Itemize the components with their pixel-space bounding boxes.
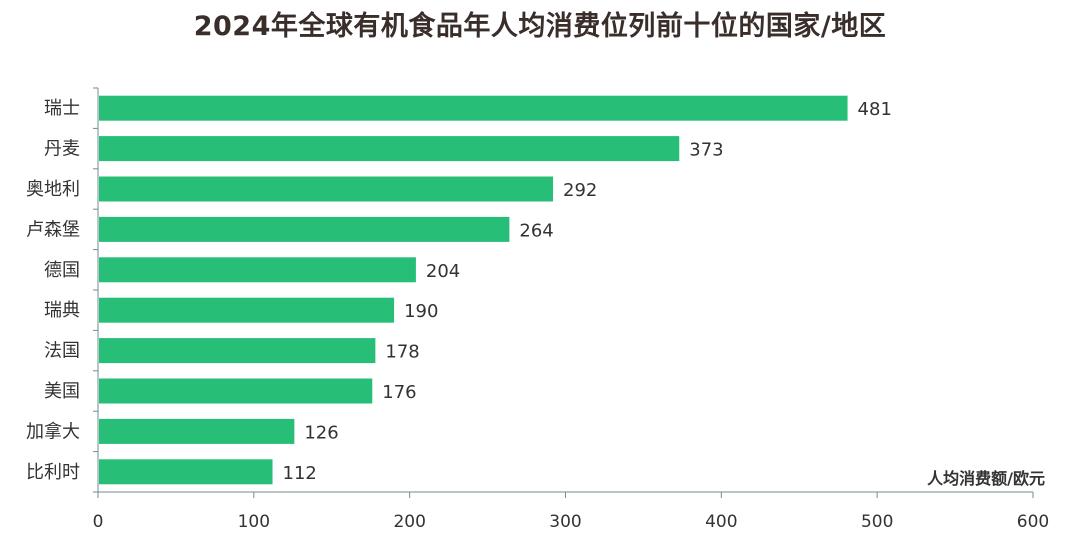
category-label: 法国 — [44, 341, 80, 362]
value-label: 126 — [304, 422, 338, 443]
x-tick-label: 0 — [93, 512, 104, 532]
bar-6 — [99, 297, 395, 323]
bar-8 — [99, 378, 373, 404]
category-label: 加拿大 — [26, 420, 80, 442]
chart-title: 2024年全球有机食品年人均消费位列前十位的国家/地区 — [193, 11, 887, 42]
category-label: 美国 — [44, 381, 80, 402]
category-label: 瑞士 — [44, 98, 80, 119]
value-label: 178 — [385, 342, 419, 363]
x-tick-label: 100 — [238, 512, 270, 532]
value-label: 264 — [519, 220, 553, 241]
bar-2 — [99, 136, 680, 162]
bar-5 — [99, 257, 416, 283]
x-tick-label: 200 — [393, 512, 425, 532]
category-label: 奥地利 — [26, 179, 80, 200]
x-tick-label: 300 — [549, 512, 581, 532]
category-label: 德国 — [44, 260, 80, 281]
bar-3 — [99, 176, 554, 202]
bar-4 — [99, 216, 510, 242]
x-tick-label: 500 — [861, 512, 893, 532]
value-label: 176 — [382, 382, 416, 403]
value-label: 204 — [426, 261, 460, 282]
x-tick-label: 600 — [1017, 512, 1049, 532]
value-label: 292 — [563, 180, 597, 201]
value-label: 190 — [404, 301, 438, 322]
x-axis-title: 人均消费额/欧元 — [927, 469, 1045, 488]
value-label: 373 — [689, 140, 723, 161]
bar-7 — [99, 338, 376, 364]
category-label: 卢森堡 — [26, 219, 80, 240]
value-label: 112 — [283, 463, 317, 484]
bar-10 — [99, 459, 273, 485]
bar-9 — [99, 418, 295, 444]
category-label: 丹麦 — [44, 139, 80, 160]
category-label: 比利时 — [26, 462, 80, 483]
bar-1 — [99, 95, 848, 121]
value-label: 481 — [858, 99, 892, 120]
category-label: 瑞典 — [44, 300, 80, 321]
x-tick-label: 400 — [705, 512, 737, 532]
